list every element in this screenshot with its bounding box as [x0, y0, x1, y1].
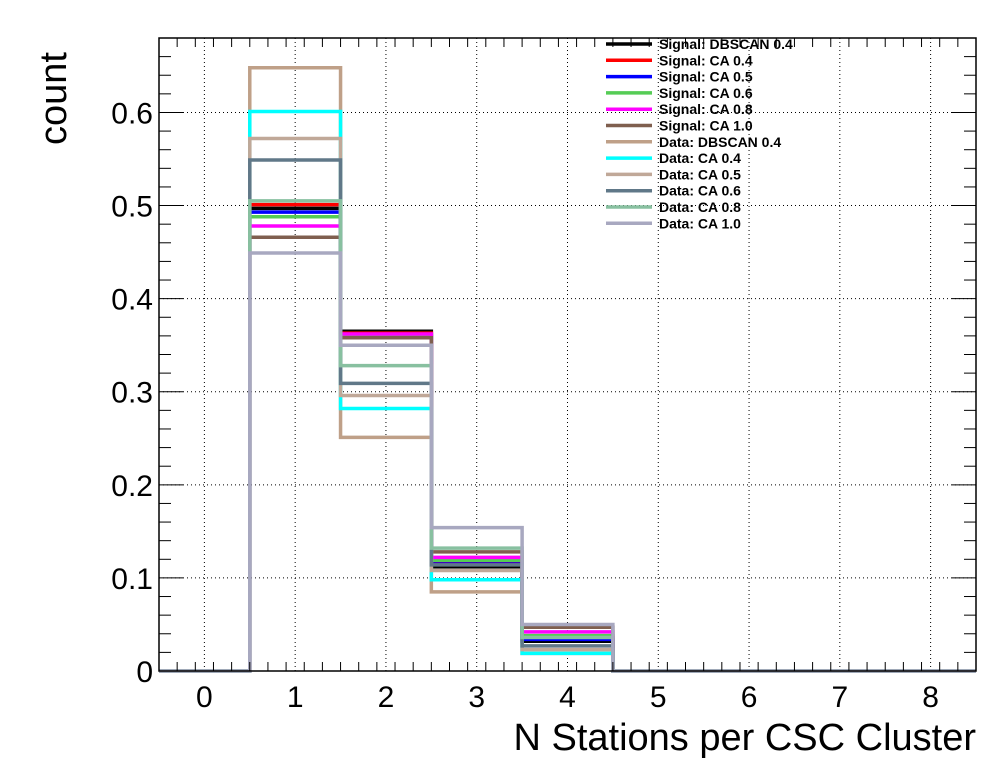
- y-tick-labels: 0 0.1 0.2 0.3 0.4 0.5 0.6: [111, 97, 153, 689]
- legend-label: Data: DBSCAN 0.4: [659, 134, 781, 150]
- x-tick-label: 0: [196, 681, 213, 714]
- legend-label: Signal: CA 0.5: [659, 69, 753, 85]
- x-tick-label: 5: [650, 681, 667, 714]
- x-tick-label: 8: [922, 681, 939, 714]
- y-tick-label: 0.2: [111, 470, 153, 503]
- x-tick-label: 2: [378, 681, 395, 714]
- y-axis-title: count: [33, 52, 75, 145]
- legend-label: Signal: CA 1.0: [659, 118, 753, 134]
- legend-label: Signal: DBSCAN 0.4: [659, 36, 793, 52]
- legend-label: Signal: CA 0.6: [659, 85, 753, 101]
- x-tick-label: 4: [559, 681, 576, 714]
- x-tick-labels: 0 1 2 3 4 5 6 7 8: [196, 681, 939, 714]
- legend-label: Data: CA 0.8: [659, 199, 741, 215]
- axis-ticks: [158, 37, 977, 672]
- legend-label: Data: CA 0.4: [659, 150, 741, 166]
- y-tick-label: 0.6: [111, 97, 153, 130]
- plot-frame: [158, 37, 977, 672]
- y-tick-label: 0.5: [111, 191, 153, 224]
- legend-label: Data: CA 0.5: [659, 166, 741, 182]
- legend-label: Data: CA 0.6: [659, 183, 741, 199]
- x-tick-label: 1: [287, 681, 304, 714]
- x-tick-label: 3: [468, 681, 485, 714]
- y-tick-label: 0: [136, 656, 153, 689]
- legend-label: Data: CA 1.0: [659, 215, 741, 231]
- legend-label: Signal: CA 0.8: [659, 101, 753, 117]
- y-tick-label: 0.4: [111, 284, 153, 317]
- legend-label: Signal: CA 0.4: [659, 52, 753, 68]
- x-axis-title: N Stations per CSC Cluster: [514, 717, 977, 759]
- y-tick-label: 0.1: [111, 563, 153, 596]
- x-tick-label: 6: [741, 681, 758, 714]
- x-tick-label: 7: [831, 681, 848, 714]
- y-tick-label: 0.3: [111, 377, 153, 410]
